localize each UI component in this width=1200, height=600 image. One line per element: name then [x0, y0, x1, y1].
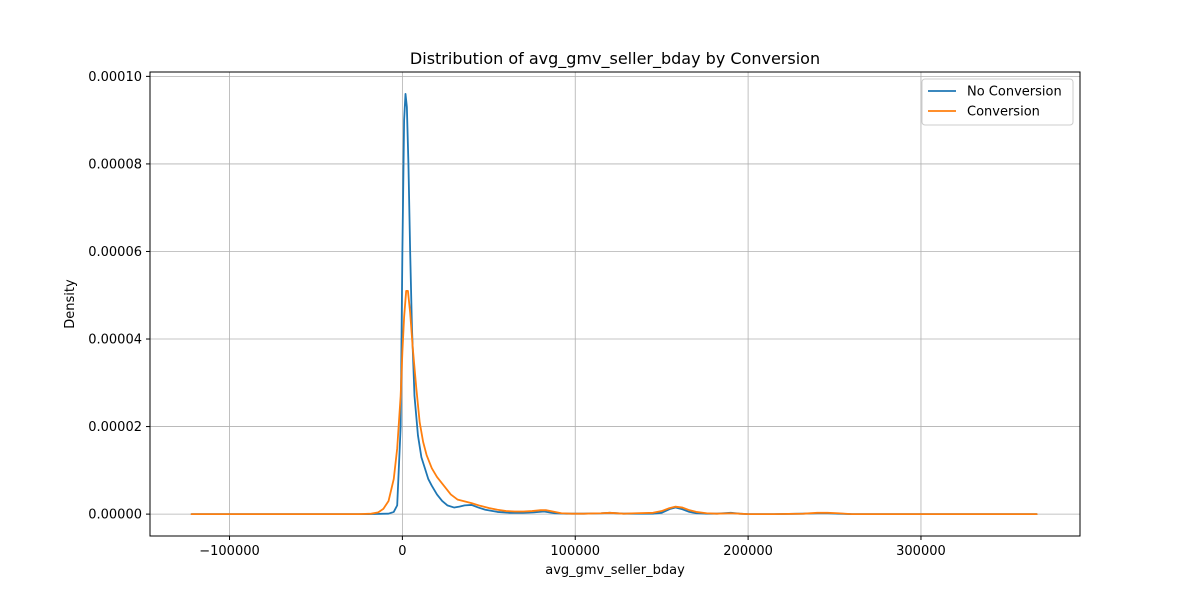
- legend-box: [921, 78, 1074, 126]
- x-tick-label: 100000: [550, 544, 600, 559]
- chart-title: Distribution of avg_gmv_seller_bday by C…: [410, 49, 820, 69]
- legend-label: Conversion: [967, 105, 1040, 120]
- legend-label: No Conversion: [967, 85, 1062, 100]
- axes-frame: [149, 71, 1081, 537]
- y-tick-label: 0.00008: [88, 157, 142, 172]
- y-tick-label: 0.00004: [88, 333, 142, 348]
- series-line-conversion: [190, 289, 1038, 516]
- x-tick-label: 0: [398, 544, 406, 559]
- grid: [150, 72, 1080, 536]
- y-tick-label: 0.00000: [88, 508, 142, 523]
- y-axis: 0.00000 0.00002 0.00004 0.00006 0.00008 0.000…: [88, 70, 150, 523]
- x-tick-label: −100000: [199, 544, 260, 559]
- legend: No Conversion Conversion: [921, 78, 1074, 126]
- plot-area: [190, 92, 1038, 516]
- series-lines: [190, 92, 1038, 516]
- y-tick-label: 0.00002: [88, 420, 142, 435]
- y-axis-label: Density: [63, 279, 78, 329]
- x-tick-label: 200000: [723, 544, 773, 559]
- x-axis-label: avg_gmv_seller_bday: [545, 563, 685, 578]
- x-axis: −100000 0 100000 200000 300000: [199, 536, 946, 559]
- y-tick-label: 0.00006: [88, 245, 142, 260]
- y-tick-label: 0.00010: [88, 70, 142, 85]
- x-tick-label: 300000: [896, 544, 946, 559]
